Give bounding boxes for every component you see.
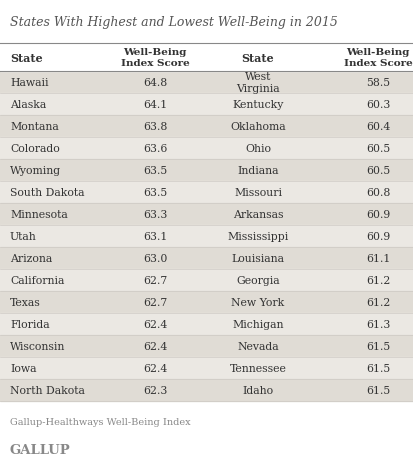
Text: Indiana: Indiana xyxy=(237,166,278,175)
Text: Colorado: Colorado xyxy=(10,144,59,154)
Bar xyxy=(0,160,413,181)
Text: Kentucky: Kentucky xyxy=(232,100,283,110)
Text: Missouri: Missouri xyxy=(233,188,281,198)
Text: 63.5: 63.5 xyxy=(142,188,167,198)
Text: 64.8: 64.8 xyxy=(142,78,167,88)
Text: Michigan: Michigan xyxy=(232,319,283,329)
Text: 62.7: 62.7 xyxy=(142,275,167,285)
Text: 61.5: 61.5 xyxy=(365,341,389,351)
Text: 63.3: 63.3 xyxy=(142,210,167,219)
Text: Tennessee: Tennessee xyxy=(229,363,286,373)
Text: 61.5: 61.5 xyxy=(365,363,389,373)
Text: 60.4: 60.4 xyxy=(365,122,389,131)
Text: 64.1: 64.1 xyxy=(142,100,167,110)
Text: Idaho: Idaho xyxy=(242,385,273,395)
Text: 62.4: 62.4 xyxy=(142,341,167,351)
Text: Utah: Utah xyxy=(10,232,37,242)
Text: Mississippi: Mississippi xyxy=(227,232,288,242)
Text: 63.8: 63.8 xyxy=(142,122,167,131)
Text: West
Virginia: West Virginia xyxy=(236,72,279,94)
Text: Florida: Florida xyxy=(10,319,50,329)
Text: 63.1: 63.1 xyxy=(142,232,167,242)
Text: 62.4: 62.4 xyxy=(142,363,167,373)
Bar xyxy=(0,116,413,138)
Text: Oklahoma: Oklahoma xyxy=(230,122,285,131)
Text: Well-Being
Index Score: Well-Being Index Score xyxy=(120,48,189,68)
Text: 61.5: 61.5 xyxy=(365,385,389,395)
Text: Nevada: Nevada xyxy=(237,341,278,351)
Text: South Dakota: South Dakota xyxy=(10,188,84,198)
Text: 60.9: 60.9 xyxy=(365,210,389,219)
Text: 63.0: 63.0 xyxy=(142,253,167,263)
Text: Ohio: Ohio xyxy=(244,144,271,154)
Text: 61.2: 61.2 xyxy=(365,275,389,285)
Text: 61.2: 61.2 xyxy=(365,297,389,307)
Text: 60.9: 60.9 xyxy=(365,232,389,242)
Text: 60.5: 60.5 xyxy=(365,166,389,175)
Bar xyxy=(0,181,413,204)
Text: North Dakota: North Dakota xyxy=(10,385,85,395)
Text: Iowa: Iowa xyxy=(10,363,36,373)
Text: Arizona: Arizona xyxy=(10,253,52,263)
Bar xyxy=(0,72,413,94)
Text: 63.6: 63.6 xyxy=(142,144,167,154)
Text: Georgia: Georgia xyxy=(236,275,279,285)
Bar xyxy=(0,225,413,247)
Text: New York: New York xyxy=(231,297,284,307)
Text: Gallup-Healthways Well-Being Index: Gallup-Healthways Well-Being Index xyxy=(10,417,190,426)
Bar xyxy=(0,313,413,335)
Text: Minnesota: Minnesota xyxy=(10,210,68,219)
Text: 61.3: 61.3 xyxy=(365,319,389,329)
Text: Louisiana: Louisiana xyxy=(231,253,284,263)
Bar xyxy=(0,204,413,225)
Text: 60.5: 60.5 xyxy=(365,144,389,154)
Text: 62.3: 62.3 xyxy=(142,385,167,395)
Text: Arkansas: Arkansas xyxy=(232,210,282,219)
Text: State: State xyxy=(241,52,274,63)
Text: California: California xyxy=(10,275,64,285)
Text: Texas: Texas xyxy=(10,297,40,307)
Text: Alaska: Alaska xyxy=(10,100,46,110)
Text: 58.5: 58.5 xyxy=(365,78,389,88)
Bar xyxy=(0,291,413,313)
Bar xyxy=(0,94,413,116)
Text: 61.1: 61.1 xyxy=(365,253,389,263)
Bar xyxy=(0,357,413,379)
Text: 62.4: 62.4 xyxy=(142,319,167,329)
Text: States With Highest and Lowest Well-Being in 2015: States With Highest and Lowest Well-Bein… xyxy=(10,16,337,29)
Bar xyxy=(0,379,413,401)
Text: Wisconsin: Wisconsin xyxy=(10,341,65,351)
Bar xyxy=(0,44,413,72)
Text: Montana: Montana xyxy=(10,122,59,131)
Text: Wyoming: Wyoming xyxy=(10,166,61,175)
Bar xyxy=(0,269,413,291)
Text: Well-Being
Index Score: Well-Being Index Score xyxy=(343,48,411,68)
Text: 62.7: 62.7 xyxy=(142,297,167,307)
Text: State: State xyxy=(10,52,43,63)
Text: Hawaii: Hawaii xyxy=(10,78,48,88)
Text: 60.3: 60.3 xyxy=(365,100,389,110)
Bar xyxy=(0,247,413,269)
Bar xyxy=(0,335,413,357)
Text: 63.5: 63.5 xyxy=(142,166,167,175)
Bar xyxy=(0,138,413,160)
Text: 60.8: 60.8 xyxy=(365,188,389,198)
Text: GALLUP: GALLUP xyxy=(10,443,71,456)
